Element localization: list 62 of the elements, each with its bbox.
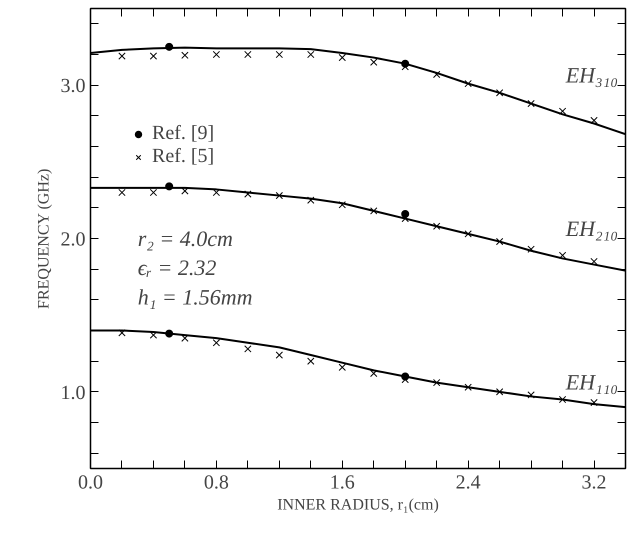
point: [464, 230, 472, 238]
annotation: EH₂₁₀: [564, 216, 618, 241]
point: [118, 329, 126, 336]
point: [370, 207, 378, 215]
point: [432, 70, 440, 78]
point: [244, 345, 252, 353]
point: [496, 388, 504, 396]
point: [212, 339, 220, 346]
annotation: EH₃₁₀: [564, 62, 618, 88]
point: [165, 182, 174, 190]
point: [165, 42, 174, 51]
point: [307, 50, 314, 58]
point: [307, 196, 314, 204]
point: [432, 378, 440, 386]
point: [527, 246, 535, 253]
point: [370, 58, 378, 66]
point: [558, 396, 566, 404]
point: [181, 52, 189, 59]
point: [590, 116, 598, 124]
point: [527, 391, 535, 399]
point: [276, 351, 284, 359]
legend-label: Ref. [9]: [152, 122, 214, 145]
y-tick-label: 3.0: [60, 75, 86, 98]
point: [118, 188, 126, 196]
point: [370, 370, 378, 378]
point: [150, 52, 158, 60]
legend-label: Ref. [5]: [152, 145, 214, 168]
point: [118, 52, 126, 60]
point: [165, 330, 174, 338]
annotation: EH₁₁₀: [564, 369, 618, 394]
point: [244, 50, 252, 58]
point: [338, 201, 346, 208]
x-tick-label: 2.4: [456, 472, 481, 494]
point: [558, 252, 566, 260]
point: [244, 190, 252, 198]
point: [338, 54, 346, 62]
point: [590, 398, 598, 406]
point: [150, 188, 158, 196]
x-tick-label: 0.8: [204, 472, 229, 494]
annotation: ϵᵣ = 2.32: [138, 255, 216, 280]
x-tick-label: 0.0: [78, 472, 103, 494]
point: [464, 384, 472, 391]
y-tick-label: 1.0: [60, 382, 86, 404]
point: [307, 357, 314, 365]
x-axis-title: INNER RADIUS, r₁(cm): [277, 496, 439, 514]
point: [496, 238, 504, 246]
point: [432, 222, 440, 230]
annotation: r₂ = 4.0cm: [138, 226, 233, 251]
y-axis-title: FREQUENCY (GHz): [36, 168, 52, 309]
x-tick-label: 1.6: [330, 472, 355, 494]
annotation: h₁ = 1.56mm: [138, 284, 252, 310]
point: [464, 80, 472, 88]
point: [212, 50, 220, 58]
point: [338, 364, 346, 371]
point: [276, 192, 284, 200]
point: [496, 89, 504, 97]
point: [590, 258, 598, 266]
x-tick-label: 3.2: [582, 472, 607, 494]
point: [276, 50, 284, 58]
point: [558, 108, 566, 115]
y-tick-label: 2.0: [60, 228, 86, 250]
point: [527, 100, 535, 108]
